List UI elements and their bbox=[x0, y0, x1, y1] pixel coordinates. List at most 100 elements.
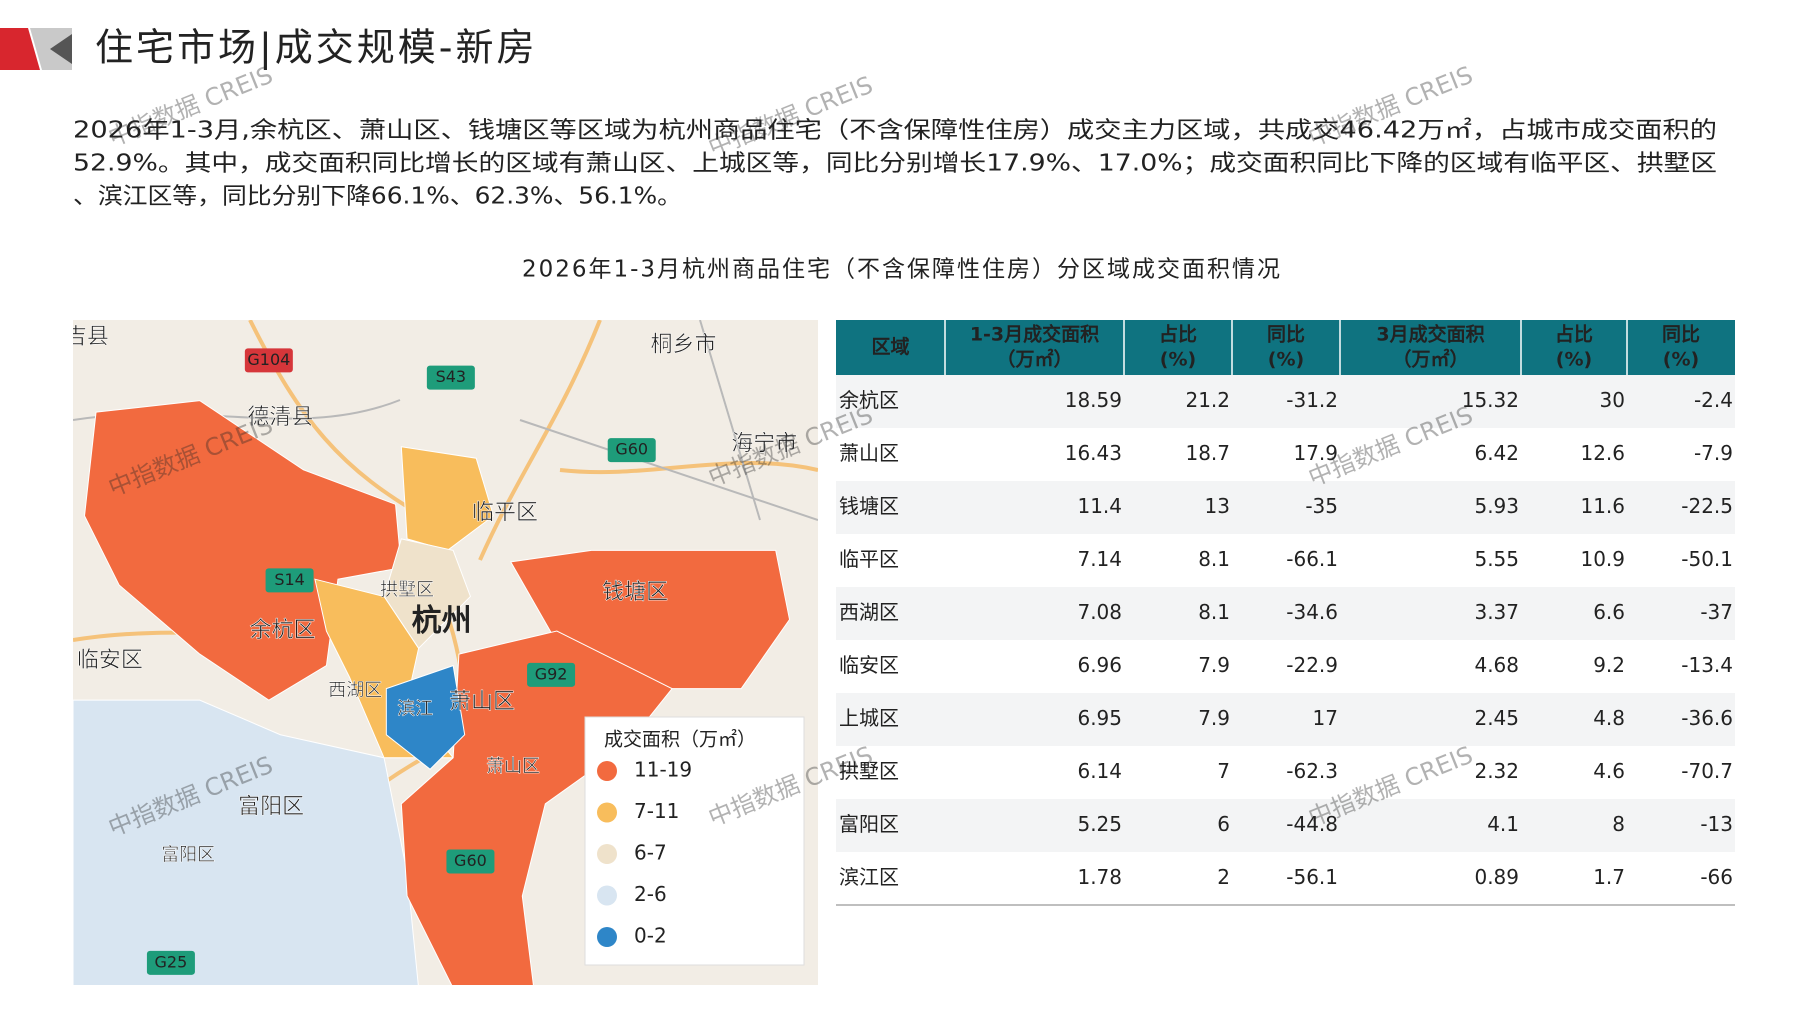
header-cell: (%) bbox=[1160, 349, 1196, 371]
table-cell: -66.1 bbox=[1286, 547, 1338, 571]
table-cell: -13.4 bbox=[1681, 653, 1733, 677]
map-label: 吉县 bbox=[65, 324, 109, 349]
table-cell: 萧山区 bbox=[839, 441, 899, 465]
table-cell: 8 bbox=[1612, 812, 1625, 836]
map-label: 海宁市 bbox=[731, 431, 797, 456]
table-cell: -7.9 bbox=[1694, 441, 1733, 465]
map-label: 余杭区 bbox=[250, 618, 316, 643]
table-cell: 12.6 bbox=[1580, 441, 1625, 465]
paragraph-line: 2026年1-3月,余杭区、萧山区、钱塘区等区域为杭州商品住宅（不含保障性住房）… bbox=[73, 118, 1717, 144]
figure-title: 2026年1-3月杭州商品住宅（不含保障性住房）分区域成交面积情况 bbox=[522, 257, 1282, 283]
table-cell: 4.6 bbox=[1593, 759, 1625, 783]
table-cell: 4.1 bbox=[1487, 812, 1519, 836]
table-cell: 18.59 bbox=[1065, 388, 1122, 412]
road-label: G92 bbox=[535, 664, 568, 683]
table-cell: 30 bbox=[1600, 388, 1625, 412]
table-cell: -22.5 bbox=[1681, 494, 1733, 518]
map-label: 杭州 bbox=[412, 603, 472, 638]
table-cell: -62.3 bbox=[1286, 759, 1338, 783]
table-cell: 3.37 bbox=[1474, 600, 1519, 624]
table-cell: 15.32 bbox=[1462, 388, 1519, 412]
table-cell: 21.2 bbox=[1185, 388, 1230, 412]
table-cell: 8.1 bbox=[1198, 600, 1230, 624]
table-cell: 5.55 bbox=[1474, 547, 1519, 571]
table-cell: 临安区 bbox=[839, 653, 899, 677]
table-cell: 11.6 bbox=[1580, 494, 1625, 518]
table: 区域1-3月成交面积（万㎡）占比(%)同比(%)3月成交面积（万㎡）占比(%)同… bbox=[836, 320, 1735, 906]
paragraph-line: 、滨江区等，同比分别下降66.1%、62.3%、56.1%。 bbox=[73, 184, 682, 210]
table-cell: 西湖区 bbox=[839, 600, 899, 624]
table-cell: 临平区 bbox=[839, 547, 899, 571]
road-shield bbox=[446, 849, 495, 874]
road-label: G25 bbox=[155, 952, 188, 971]
table-cell: 17 bbox=[1313, 706, 1338, 730]
region-binjiang bbox=[385, 664, 466, 770]
road-shield bbox=[244, 348, 293, 373]
table-cell: 7.9 bbox=[1198, 706, 1230, 730]
row-bg bbox=[836, 587, 1735, 640]
legend-box bbox=[584, 716, 805, 966]
map-label: 德清县 bbox=[247, 405, 313, 430]
table-cell: 上城区 bbox=[839, 706, 899, 730]
table-cell: 7.14 bbox=[1077, 547, 1122, 571]
header-cell: (%) bbox=[1663, 349, 1699, 371]
legend-swatch bbox=[597, 885, 617, 906]
legend-swatch bbox=[597, 844, 617, 864]
table-cell: 7.9 bbox=[1198, 653, 1230, 677]
table-cell: 4.8 bbox=[1593, 706, 1625, 730]
map-label: 萧山区 bbox=[486, 756, 540, 777]
table-cell: 18.7 bbox=[1185, 441, 1230, 465]
road-shield bbox=[146, 950, 195, 975]
table-cell: 9.2 bbox=[1593, 653, 1625, 677]
header-cell: 同比 bbox=[1267, 324, 1305, 346]
logo-dark bbox=[50, 34, 72, 64]
table-cell: 拱墅区 bbox=[839, 759, 899, 783]
table-cell: -2.4 bbox=[1694, 388, 1733, 412]
table-cell: 16.43 bbox=[1065, 441, 1122, 465]
legend-title: 成交面积（万㎡） bbox=[604, 728, 756, 751]
table-cell: -37 bbox=[1700, 600, 1733, 624]
table-cell: -31.2 bbox=[1286, 388, 1338, 412]
table-cell: 5.25 bbox=[1077, 812, 1122, 836]
table-cell: 6.96 bbox=[1077, 653, 1122, 677]
road-shield bbox=[527, 662, 576, 687]
table-cell: 7.08 bbox=[1077, 600, 1122, 624]
table-cell: 滨江区 bbox=[839, 865, 899, 889]
row-bg bbox=[836, 481, 1735, 534]
table-cell: 钱塘区 bbox=[839, 494, 899, 518]
table-cell: 5.93 bbox=[1474, 494, 1519, 518]
header-cell: （万㎡） bbox=[996, 348, 1072, 371]
header-cell: 同比 bbox=[1662, 324, 1700, 346]
row-bg bbox=[836, 375, 1735, 428]
map-label: 富阳区 bbox=[161, 845, 215, 866]
map-label: 临平区 bbox=[472, 501, 538, 526]
table-cell: -36.6 bbox=[1681, 706, 1733, 730]
table-cell: 11.4 bbox=[1077, 494, 1122, 518]
road-shield bbox=[426, 365, 475, 390]
legend-label: 11-19 bbox=[634, 758, 692, 782]
table-cell: 6.42 bbox=[1474, 441, 1519, 465]
legend-label: 0-2 bbox=[634, 924, 667, 948]
table-cell: 4.68 bbox=[1474, 653, 1519, 677]
table-cell: 6.95 bbox=[1077, 706, 1122, 730]
map-label: 桐乡市 bbox=[651, 332, 717, 357]
header-cell: 区域 bbox=[871, 335, 909, 358]
map-label: 临安区 bbox=[77, 648, 143, 673]
table-cell: 13 bbox=[1205, 494, 1230, 518]
paragraph-line: 52.9%。其中，成交面积同比增长的区域有萧山区、上城区等，同比分别增长17.9… bbox=[73, 151, 1717, 177]
header-cell: 3月成交面积 bbox=[1376, 323, 1484, 346]
row-bg bbox=[836, 693, 1735, 746]
legend-swatch bbox=[597, 761, 617, 781]
header-cell: （万㎡） bbox=[1392, 348, 1468, 371]
table-cell: 余杭区 bbox=[839, 388, 899, 412]
header-cell: (%) bbox=[1556, 349, 1592, 371]
table-header-bg bbox=[836, 320, 1735, 375]
table-cell: 10.9 bbox=[1580, 547, 1625, 571]
map-label: 滨江 bbox=[397, 698, 433, 719]
table-cell: 2.45 bbox=[1474, 706, 1519, 730]
road-shield bbox=[265, 568, 314, 593]
road-label: G60 bbox=[454, 851, 487, 870]
region-linping bbox=[400, 446, 495, 551]
table-cell: -66 bbox=[1700, 865, 1733, 889]
